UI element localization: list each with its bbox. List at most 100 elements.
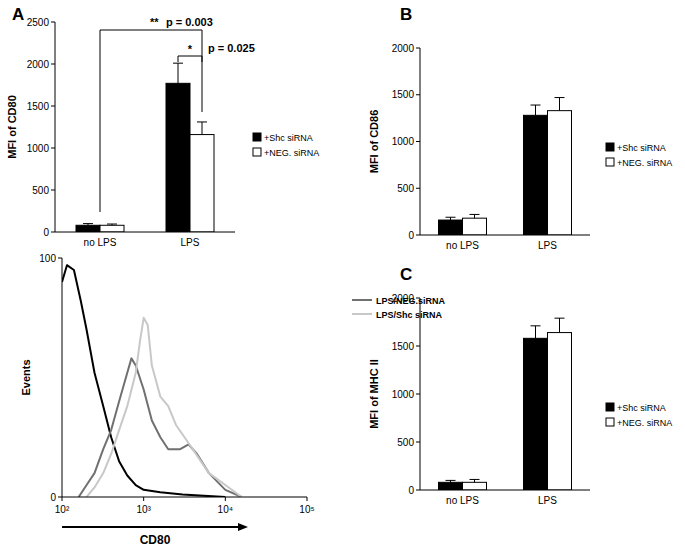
y-axis [55,22,56,232]
legend-label: +NEG. siRNA [617,418,672,428]
error-bar [446,217,456,220]
y-tick [416,346,420,347]
legend-swatch [253,133,261,141]
y-label: MFI of MHC II [368,359,380,429]
error-bar [555,318,565,332]
bar [548,111,572,235]
error-bar [531,326,541,338]
plot-area [439,98,572,235]
panel-0: A05001000150020002500MFI of CD80no LPSLP… [6,5,319,248]
x-tick-label: no LPS [446,495,479,506]
legend-line [352,313,372,315]
y-label: Events [20,359,32,395]
x-axis [420,235,590,236]
legend-label: +Shc siRNA [617,143,666,153]
y-tick-label: 500 [397,437,414,448]
bar [439,220,463,235]
y-tick-label: 2500 [27,17,50,28]
y-tick [51,148,55,149]
x-tick-label: LPS [538,240,557,251]
y-tick-label: 1000 [392,389,415,400]
y-axis [62,258,63,497]
y-tick [51,64,55,65]
significance-bracket [100,30,202,212]
legend-swatch [606,158,614,166]
y-tick [51,106,55,107]
figure: A05001000150020002500MFI of CD80no LPSLP… [0,0,685,551]
y-tick [416,141,420,142]
x-axis [420,490,590,491]
p-value: p = 0.003 [166,16,213,28]
y-tick [51,22,55,23]
y-tick [416,94,420,95]
y-label: MFI of CD80 [6,95,18,159]
panel-1: 0100Events10²10³10⁴10⁵CD80LPS/NEG.siRNAL… [20,253,446,548]
y-tick-label: 0 [408,230,414,241]
error-bar [83,224,93,226]
bar [463,482,487,490]
error-bar [470,479,480,482]
error-bar [107,224,117,225]
bar [463,218,487,235]
bar [100,225,124,232]
y-tick [58,258,62,259]
error-bar [173,63,183,83]
error-bar [446,480,456,482]
bar [548,333,572,490]
error-bar [555,98,565,111]
x-tick-label: 10² [55,504,70,515]
legend: +Shc siRNA+NEG. siRNA [606,143,672,168]
plot-area [62,265,242,497]
plot-area [439,318,572,490]
y-tick-label: 0 [50,492,56,503]
error-bar [197,122,207,135]
significance-stars: * [188,43,193,55]
y-tick [416,442,420,443]
bar [524,338,548,490]
y-tick [416,235,420,236]
y-tick [58,497,62,498]
legend-line [352,299,372,301]
legend-label: +NEG. siRNA [264,148,319,158]
legend-swatch [606,418,614,426]
x-tick-label: 10⁴ [218,504,233,515]
x-tick-label: no LPS [84,237,117,248]
panel-3: C0500100015002000MFI of MHC IIno LPSLPS+… [368,265,672,506]
y-tick [416,48,420,49]
y-tick [416,490,420,491]
histogram-curve [87,318,242,497]
bar [190,135,214,232]
legend-swatch [606,143,614,151]
y-tick-label: 500 [397,183,414,194]
axis-arrow [62,526,240,528]
y-tick-label: 100 [39,253,56,264]
error-bar [470,214,480,218]
panel-label: B [400,5,412,24]
x-axis [62,497,307,498]
x-label: CD80 [140,533,171,547]
bar [439,482,463,490]
x-tick [225,497,226,501]
x-axis [55,232,235,233]
significance-bracket [178,56,202,62]
y-tick-label: 1500 [27,101,50,112]
p-value: p = 0.025 [208,42,255,54]
legend: +Shc siRNA+NEG. siRNA [253,133,319,158]
y-tick [51,232,55,233]
x-tick-label: LPS [538,495,557,506]
y-tick-label: 2000 [392,43,415,54]
y-tick-label: 500 [32,185,49,196]
panel-label: C [400,265,412,284]
x-tick [62,497,63,501]
y-tick [416,188,420,189]
bar [166,83,190,232]
x-tick-label: 10⁵ [299,504,314,515]
y-tick-label: 1000 [392,136,415,147]
panel-label: A [12,5,24,24]
plot-area [76,63,214,232]
x-tick-label: 10³ [136,504,151,515]
y-tick [51,190,55,191]
legend: +Shc siRNA+NEG. siRNA [606,403,672,428]
x-tick-label: no LPS [446,240,479,251]
bar [76,225,100,232]
